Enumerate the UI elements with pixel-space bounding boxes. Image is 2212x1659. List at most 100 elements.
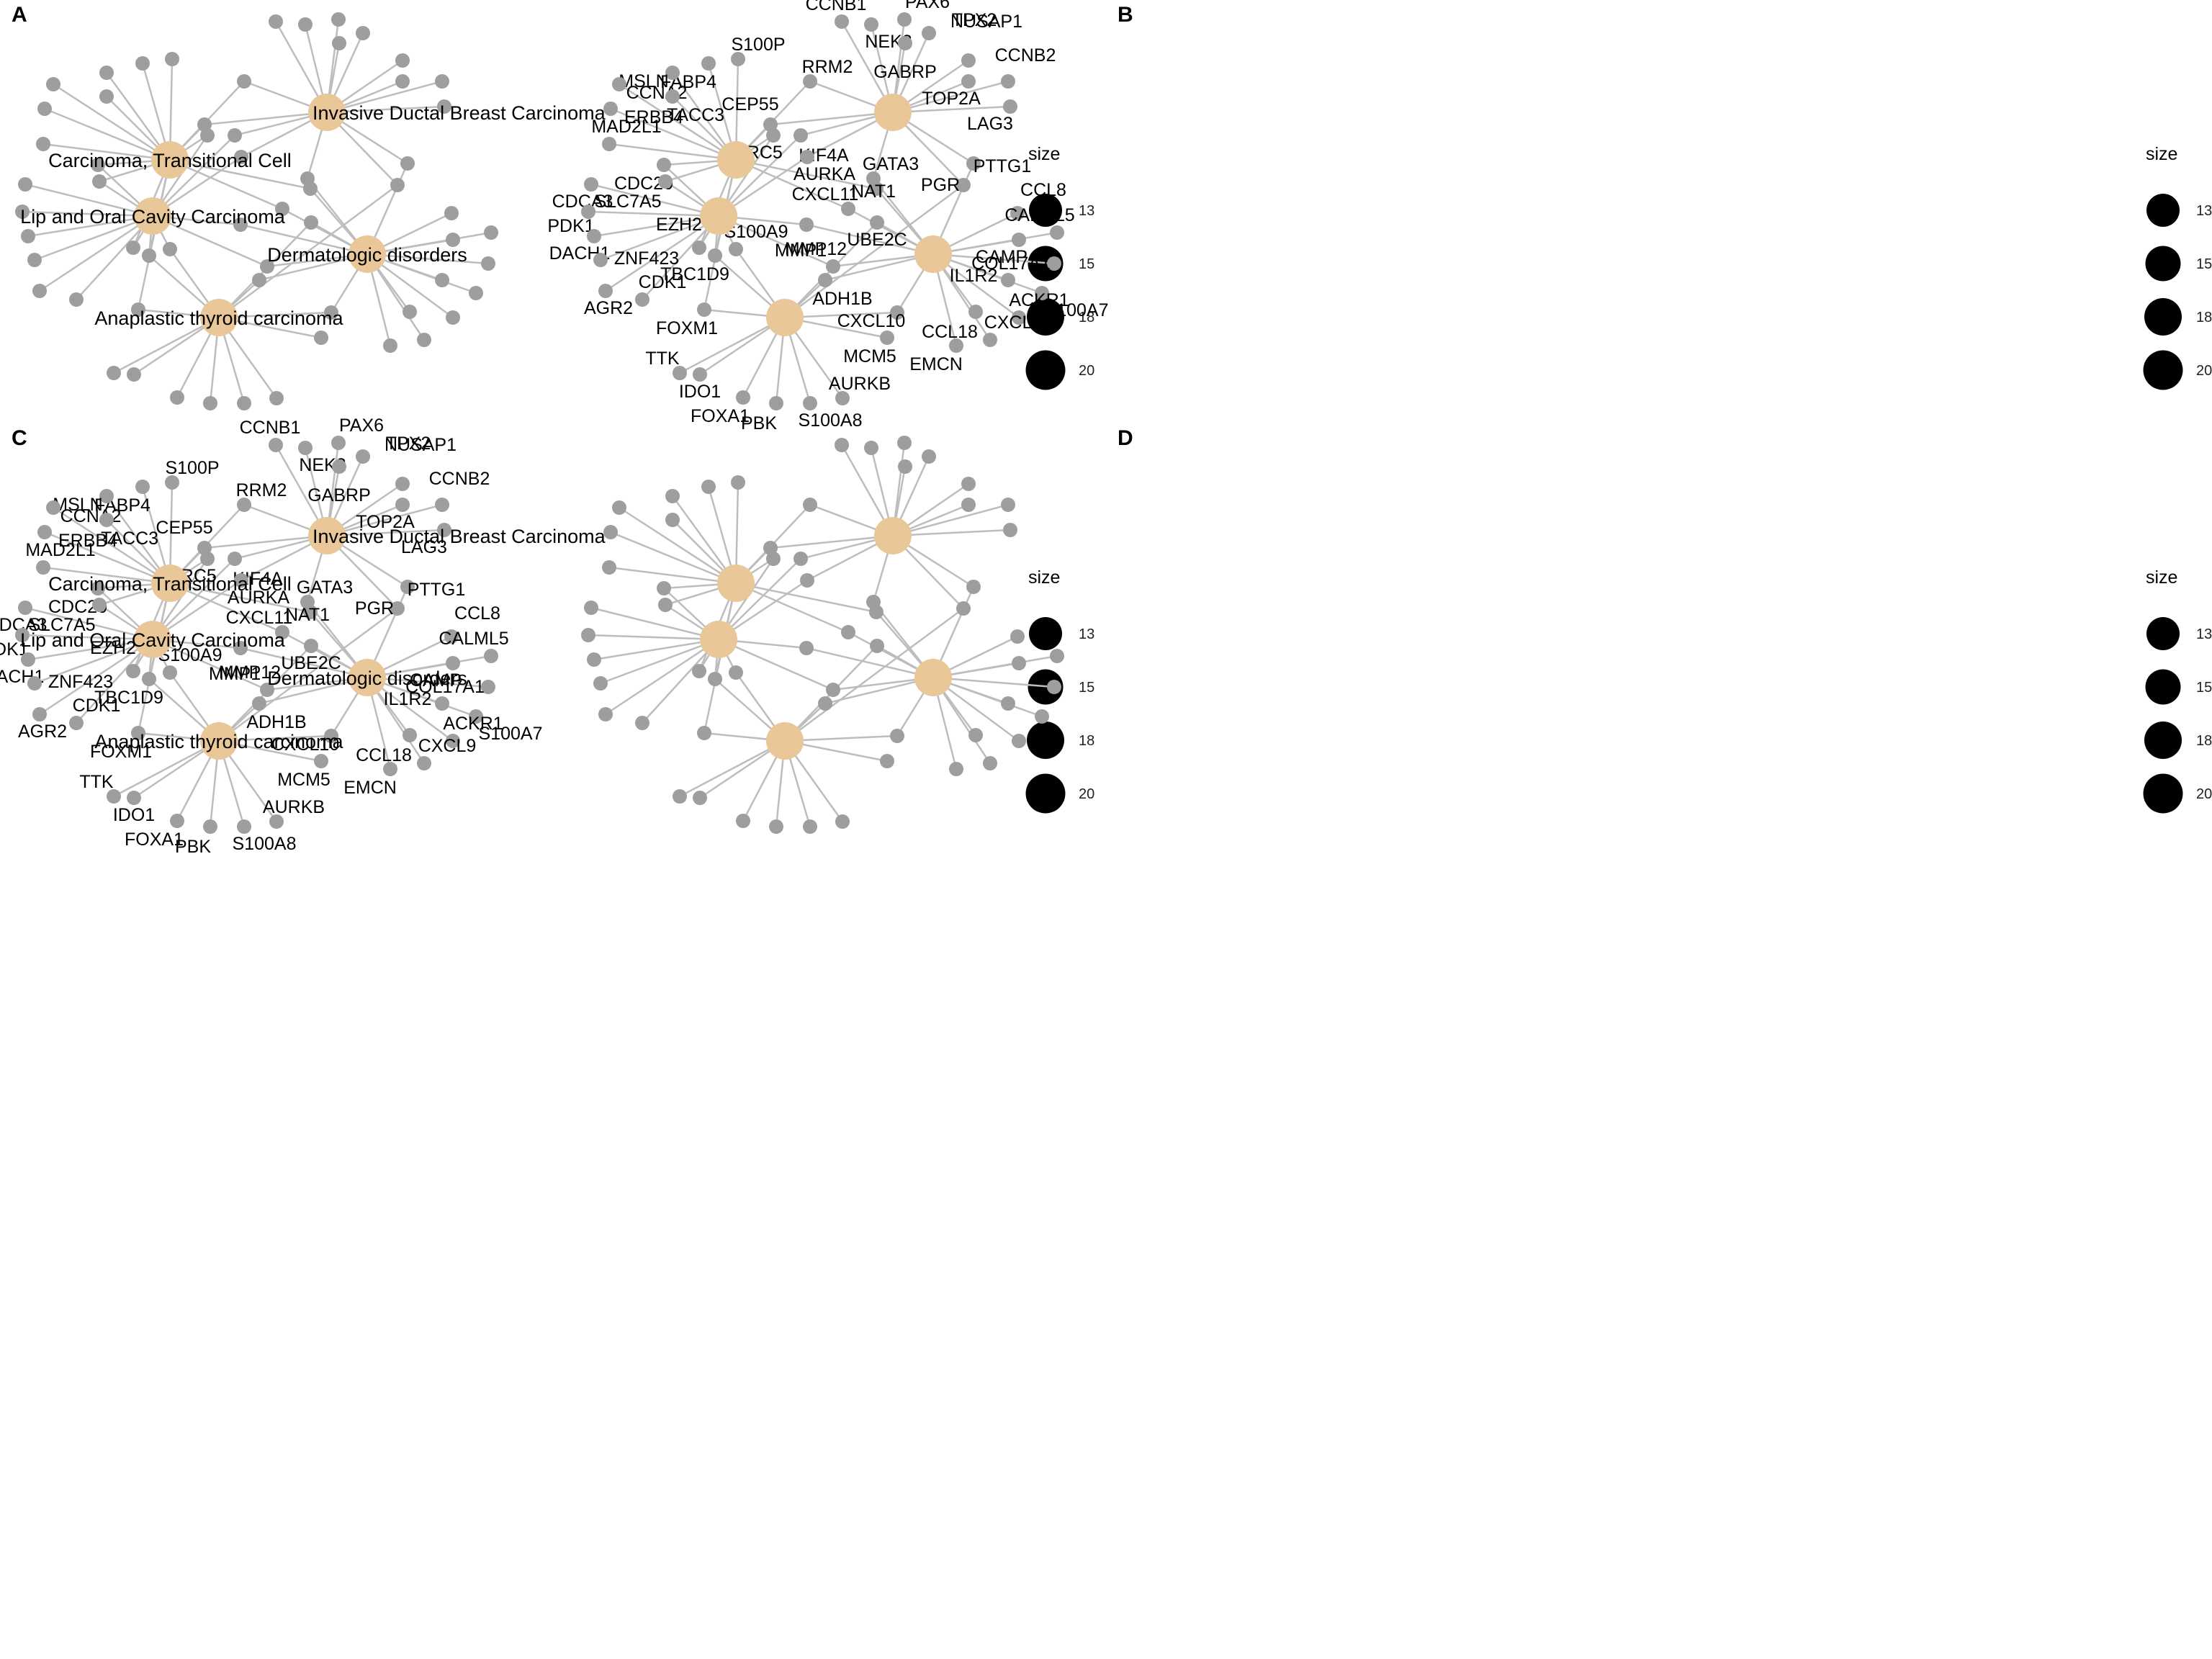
gene-label-znf423: ZNF423 xyxy=(614,248,679,269)
gene-node-ccna2 xyxy=(46,500,60,515)
gene-node-s100p xyxy=(165,52,179,66)
gene-node-nek2 xyxy=(864,17,878,32)
gene-node-mcm5 xyxy=(314,754,328,768)
gene-label-s100p: S100P xyxy=(731,35,785,55)
gene-node-dach1 xyxy=(21,229,35,243)
gene-node-cxcl9 xyxy=(417,333,431,347)
edge-col17a1-dermatologic-disorders xyxy=(367,676,489,688)
gene-node-il1r2 xyxy=(1001,696,1015,711)
size-legend: size 13 15 18 20 xyxy=(1025,567,1094,814)
legend-dot xyxy=(2144,721,2182,759)
gene-label-ccnb2: CCNB2 xyxy=(995,45,1056,66)
edge-cdca3-lip-and-oral-cavity-carcinoma xyxy=(24,183,153,217)
disease-nodes xyxy=(700,94,952,336)
gene-node-fabp4 xyxy=(135,480,150,494)
gene-label-pgr: PGR xyxy=(921,175,960,195)
gene-node-msln xyxy=(99,489,114,503)
gene-node-ccnb1 xyxy=(835,438,849,452)
gene-node-cdk1 xyxy=(635,292,649,307)
gene-label-pttg1: PTTG1 xyxy=(408,580,466,600)
edge-ttk-anaplastic-thyroid-carcinoma xyxy=(679,316,786,374)
gene-node-pdk1 xyxy=(581,204,595,219)
gene-node-znf423 xyxy=(593,676,608,691)
gene-node-slc7a5 xyxy=(658,598,673,612)
gene-label-nusap1: NUSAP1 xyxy=(950,12,1022,32)
gene-node-s100p xyxy=(165,475,179,490)
edge-s100a7-dermatologic-disorders xyxy=(367,676,477,718)
gene-node-cdc20 xyxy=(91,158,105,172)
gene-node-ccnb2 xyxy=(1001,74,1015,89)
legend-dot xyxy=(2145,669,2181,705)
gene-node-cxcl10 xyxy=(890,729,904,743)
gene-node-pgr xyxy=(956,178,971,192)
gene-label-ezh2: EZH2 xyxy=(90,638,136,658)
gene-node-nusap1 xyxy=(922,449,936,464)
edge-mad2l1-carcinoma-transitional-cell xyxy=(42,143,171,161)
gene-node-lag3 xyxy=(437,99,451,114)
gene-label-tacc3: TACC3 xyxy=(667,105,724,125)
disease-node-invasive-ductal-breast-carcinoma xyxy=(874,94,912,131)
edge-agr2-lip-and-oral-cavity-carcinoma xyxy=(605,638,719,716)
gene-label-msln: MSLN xyxy=(619,71,668,91)
gene-node-ackr1 xyxy=(1012,310,1026,325)
gene-node-ido1 xyxy=(693,791,707,805)
gene-label-mmp12: MMP12 xyxy=(219,662,281,683)
gene-node-ackr1 xyxy=(1012,734,1026,748)
gene-node-pbk xyxy=(203,396,217,410)
gene-node-aurka xyxy=(234,573,248,588)
legend-dot xyxy=(2145,246,2181,282)
legend-value: 18 xyxy=(2196,733,2212,749)
gene-node-agr2 xyxy=(32,707,47,721)
gene-label-ttk: TTK xyxy=(645,349,680,369)
gene-node-cep55 xyxy=(197,117,212,132)
edge-cep55-invasive-ductal-breast-carcinoma xyxy=(204,111,328,126)
gene-label-cxcl10: CXCL10 xyxy=(837,311,906,331)
gene-node-foxa1 xyxy=(736,390,750,405)
gene-node-kif4a xyxy=(228,128,242,143)
edge-agr2-lip-and-oral-cavity-carcinoma xyxy=(39,215,153,292)
gene-label-cxcl9: CXCL9 xyxy=(418,736,477,756)
gene-node-calml5 xyxy=(1050,225,1064,240)
gene-node-rrm2 xyxy=(237,74,251,89)
edge-cdca3-lip-and-oral-cavity-carcinoma xyxy=(24,606,153,641)
gene-label-lag3: LAG3 xyxy=(401,537,447,557)
gene-node-nat1 xyxy=(303,605,318,619)
edge-lag3-invasive-ductal-breast-carcinoma xyxy=(326,529,445,537)
edge-cep55-invasive-ductal-breast-carcinoma xyxy=(770,111,894,126)
legend-value: 20 xyxy=(2196,786,2212,802)
legend-value: 13 xyxy=(2196,626,2212,642)
gene-label-cdk1: CDK1 xyxy=(639,272,687,292)
edge-pgr-anaplastic-thyroid-carcinoma xyxy=(784,607,964,742)
gene-node-adh1b xyxy=(252,696,266,711)
disease-node-lip-and-oral-cavity-carcinoma xyxy=(700,621,737,658)
gene-node-tbc1d9 xyxy=(142,672,156,686)
gene-label-ccl18: CCL18 xyxy=(356,745,412,765)
gene-label-cxcl9: CXCL9 xyxy=(984,313,1043,333)
gene-label-msln: MSLN xyxy=(53,495,102,515)
gene-node-cxcl10 xyxy=(324,305,338,320)
gene-node-aurkb xyxy=(269,391,284,405)
edge-s100a7-dermatologic-disorders xyxy=(932,676,1043,718)
edge-mmp12-lip-and-oral-cavity-carcinoma xyxy=(718,638,834,691)
gene-node-s100a7 xyxy=(1035,709,1049,724)
gene-node-gabrp xyxy=(332,36,346,50)
disease-nodes: Invasive Ductal Breast Carcinoma Carcinom… xyxy=(20,517,606,760)
gene-node-cdk1 xyxy=(635,716,649,730)
gene-node-col17a1 xyxy=(1047,256,1061,271)
edge-znf423-lip-and-oral-cavity-carcinoma xyxy=(34,215,153,261)
edge-mmp12-lip-and-oral-cavity-carcinoma xyxy=(718,215,834,268)
edge-dach1-lip-and-oral-cavity-carcinoma xyxy=(27,638,153,661)
gene-node-birc5 xyxy=(200,552,215,566)
disease-node-anaplastic-thyroid-carcinoma xyxy=(766,722,804,760)
gene-node-kif4a xyxy=(228,552,242,566)
gene-node-znf423 xyxy=(27,253,42,267)
size-legend: size 13 15 18 20 xyxy=(2143,144,2212,390)
legend-value: 15 xyxy=(1079,680,1094,696)
gene-node-mmp12 xyxy=(826,683,840,697)
disease-label-anaplastic-thyroid-carcinoma: Anaplastic thyroid carcinoma xyxy=(94,307,343,329)
gene-label-col17a1: COL17A1 xyxy=(971,253,1051,274)
gene-node-cxcl9 xyxy=(417,756,431,770)
edge-ccnb2-invasive-ductal-breast-carcinoma xyxy=(326,80,443,114)
gene-node-ube2c xyxy=(304,215,318,230)
gene-label-cxcl11: CXCL11 xyxy=(792,184,859,204)
